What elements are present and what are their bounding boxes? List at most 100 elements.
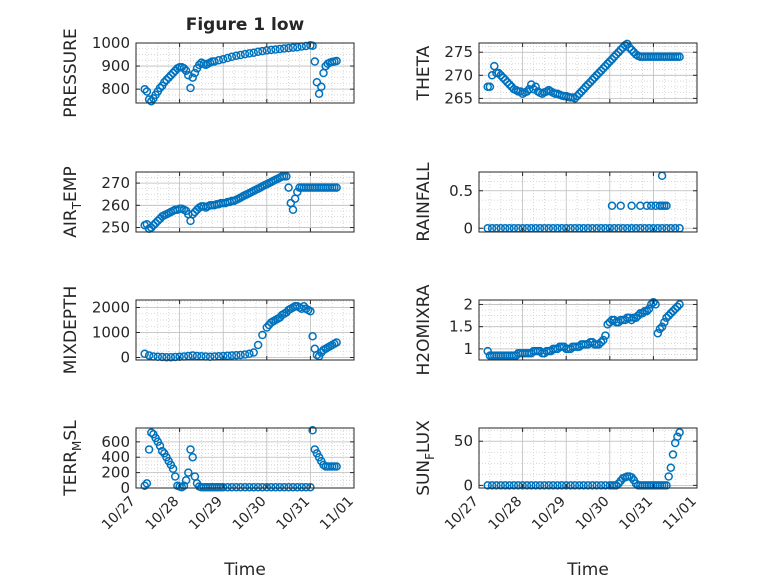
data-point — [588, 481, 597, 490]
data-point — [168, 68, 178, 78]
data-point — [651, 300, 660, 309]
x-tick-label: 10/30 — [573, 494, 613, 534]
data-point — [288, 43, 298, 52]
data-point — [240, 350, 250, 359]
subplot-4: 0 0.5 RAINFALL — [414, 162, 698, 242]
data-point — [575, 481, 584, 490]
data-point — [668, 306, 678, 316]
data-point — [245, 482, 254, 492]
y-tick-label: 1000 — [92, 324, 130, 342]
y-tick-label: 275 — [444, 43, 473, 61]
data-point — [673, 432, 682, 442]
data-point — [293, 42, 302, 52]
major-grid — [479, 43, 697, 103]
axes-box — [135, 427, 355, 489]
subplot-3: 250 260 270 AIRTEMP — [61, 166, 355, 238]
data-point — [301, 482, 311, 492]
data-point — [293, 187, 302, 197]
y-axis-label-main: SUN — [414, 460, 434, 496]
y-tick-label: 2 — [463, 295, 473, 313]
data-point — [262, 323, 272, 332]
data-point — [540, 481, 549, 490]
data-point — [236, 50, 245, 60]
data-point — [612, 50, 621, 59]
data-point — [660, 317, 669, 327]
y-axis-label: PRESSURE — [61, 28, 81, 117]
x-tick-label: 10/27 — [442, 494, 482, 534]
data-point — [188, 209, 197, 219]
data-point — [253, 47, 263, 57]
data-point — [642, 201, 652, 211]
data-point — [151, 218, 160, 228]
data-point — [588, 75, 597, 85]
data-point — [190, 68, 200, 78]
data-point — [279, 482, 289, 492]
data-point — [616, 201, 625, 211]
data-point — [657, 322, 667, 331]
data-point — [284, 183, 293, 192]
y-tick-label: 1 — [463, 340, 473, 358]
data-series — [483, 428, 684, 490]
x-tick-label: 10/29 — [186, 494, 226, 534]
y-tick-label: 265 — [444, 89, 473, 107]
data-point — [673, 302, 682, 311]
axes-box — [135, 171, 355, 233]
y-axis-label-main: TERR — [61, 451, 81, 497]
data-point — [144, 445, 154, 454]
data-point — [544, 481, 554, 490]
data-point — [529, 84, 538, 94]
data-point — [240, 49, 250, 59]
data-point — [627, 45, 636, 55]
y-tick-label: 0 — [463, 476, 473, 494]
data-point — [505, 481, 514, 490]
data-point — [266, 45, 276, 55]
data-point — [306, 482, 315, 492]
data-point — [498, 73, 508, 82]
data-point — [500, 481, 510, 490]
data-point — [275, 482, 285, 492]
data-point — [236, 482, 245, 492]
data-point — [181, 66, 191, 75]
y-axis-label-sub: M — [70, 441, 84, 451]
data-point — [594, 68, 604, 78]
data-point — [607, 201, 617, 211]
subplot-6: 1 1.5 2 H2OMIXRA — [414, 284, 698, 376]
x-tick-label: 11/01 — [317, 494, 357, 534]
data-point — [527, 80, 536, 89]
data-point — [160, 77, 169, 87]
data-point — [223, 351, 232, 361]
x-tick-label: 10/31 — [616, 494, 656, 534]
data-point — [332, 462, 341, 471]
data-point — [223, 53, 232, 63]
data-point — [162, 75, 171, 85]
data-point — [666, 463, 676, 472]
data-point — [271, 482, 280, 492]
data-point — [240, 482, 250, 492]
data-point — [282, 172, 291, 181]
x-tick-label: 10/28 — [143, 494, 183, 534]
data-point — [170, 472, 180, 481]
data-point — [155, 441, 165, 450]
data-point — [149, 221, 158, 230]
data-point — [599, 64, 608, 73]
x-tick-label: 10/30 — [230, 494, 270, 534]
data-point — [625, 43, 634, 52]
data-point — [232, 351, 241, 360]
data-point — [147, 428, 156, 437]
data-point — [531, 82, 540, 92]
y-tick-label: 50 — [454, 432, 473, 450]
data-point — [249, 348, 258, 357]
data-point — [288, 482, 298, 492]
data-point — [166, 71, 176, 80]
subplot-5: 0 1000 2000 MIXDEPTH — [61, 286, 355, 374]
data-point — [483, 481, 492, 490]
data-point — [496, 71, 506, 80]
axes-box — [478, 427, 698, 489]
data-point — [249, 482, 258, 492]
data-point — [581, 82, 591, 92]
y-tick-label: 200 — [101, 464, 130, 482]
data-point — [284, 43, 293, 53]
y-axis-label: H2OMIXRA — [414, 284, 434, 375]
y-tick-label: 270 — [444, 66, 473, 84]
